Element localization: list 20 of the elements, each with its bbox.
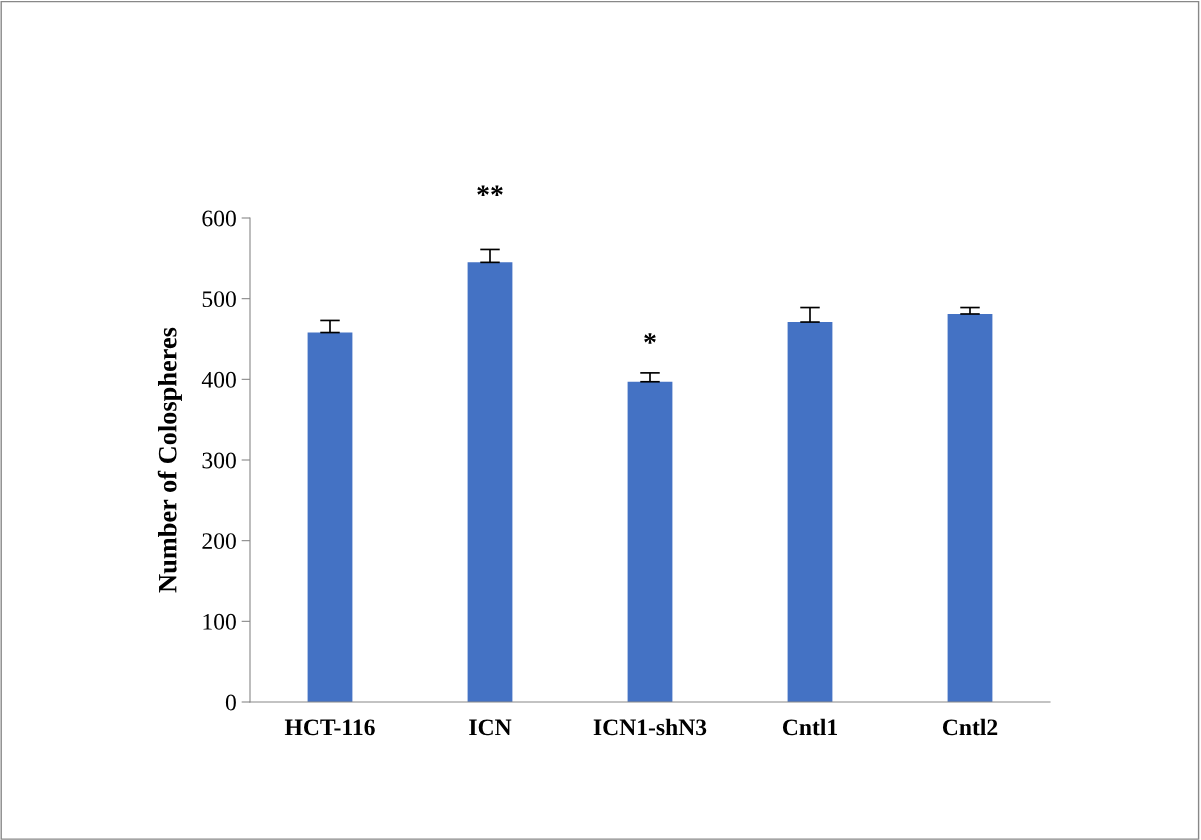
- x-tick-label: ICN1-shN3: [593, 718, 707, 736]
- y-tick-label: 600: [202, 210, 236, 227]
- y-tick-label: 0: [225, 694, 236, 711]
- bar: [627, 381, 673, 702]
- x-tick-label: Cntl2: [942, 718, 998, 736]
- y-tick-label: 400: [201, 371, 236, 388]
- bar: [307, 332, 353, 702]
- y-tick-label: 100: [203, 613, 236, 630]
- bar: [947, 313, 993, 702]
- bar: [787, 322, 833, 702]
- x-tick-label: HCT-116: [284, 719, 375, 736]
- x-tick-label: Cntl1: [782, 718, 837, 736]
- y-tick-label: 300: [202, 452, 236, 469]
- y-tick-label: 200: [202, 533, 236, 550]
- text: **: [477, 185, 503, 197]
- y-axis-title: Number of Colospheres: [157, 327, 182, 593]
- y-tick-label: 500: [202, 291, 236, 308]
- bar: [467, 262, 513, 702]
- annotation: *: [644, 333, 656, 344]
- x-tick-label: ICN: [469, 719, 512, 736]
